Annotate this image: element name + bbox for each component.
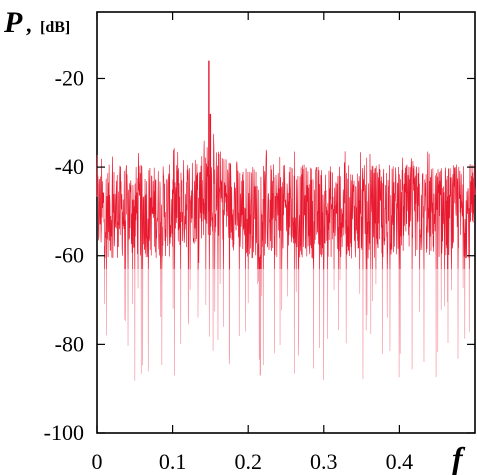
y-tick-label: -100	[44, 420, 84, 445]
y-tick-label: -60	[55, 243, 84, 268]
y-axis-unit: [dB]	[40, 19, 70, 36]
y-tick-label: -40	[55, 154, 84, 179]
y-tick-labels: -20 -40 -60 -80 -100	[44, 65, 84, 445]
x-tick-label: 0.1	[159, 449, 187, 474]
y-tick-label: -80	[55, 331, 84, 356]
y-axis-separator: ,	[26, 12, 32, 37]
y-axis-symbol: P	[3, 6, 23, 39]
x-tick-label: 0.3	[310, 449, 338, 474]
x-axis-symbol: f	[452, 440, 466, 475]
x-tick-label: 0.4	[386, 449, 414, 474]
x-tick-label: 0.2	[234, 449, 262, 474]
plot-frame	[96, 11, 476, 434]
axis-ticks	[96, 12, 475, 434]
x-tick-label: 0	[92, 449, 103, 474]
spectrum-envelope	[96, 60, 476, 381]
x-tick-labels: 0 0.1 0.2 0.3 0.4	[92, 449, 414, 474]
y-tick-label: -20	[55, 65, 84, 90]
spectrum-line	[96, 60, 476, 270]
spectrum-signal	[96, 60, 476, 381]
